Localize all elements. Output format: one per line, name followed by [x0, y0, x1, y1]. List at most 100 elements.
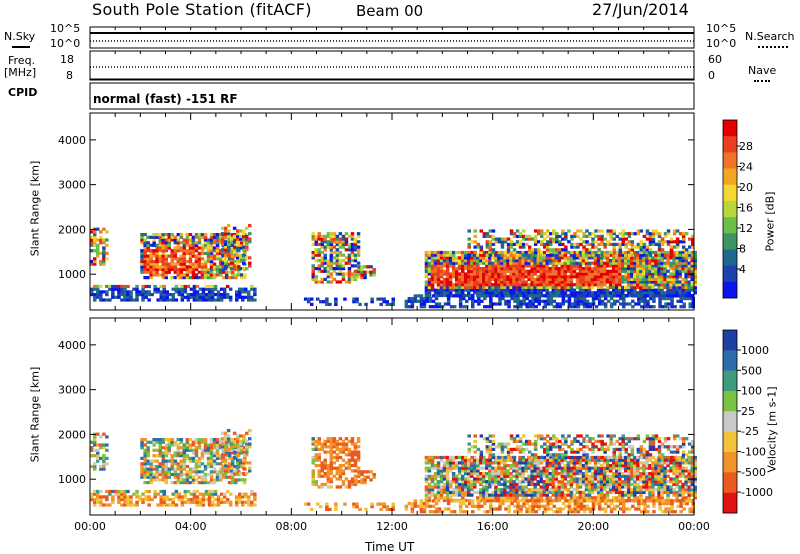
power-cell [639, 245, 644, 249]
velocity-cell [218, 456, 223, 460]
power-cell [546, 294, 550, 298]
power-cell [497, 285, 501, 289]
velocity-cell [129, 503, 133, 507]
power-cell [497, 237, 502, 241]
power-cell [581, 280, 586, 284]
velocity-cell [203, 448, 208, 452]
velocity-cell [442, 477, 447, 481]
power-cell [524, 272, 528, 276]
power-cell [200, 243, 205, 247]
power-cell [630, 248, 635, 252]
power-cell [485, 288, 489, 292]
power-cell [533, 267, 537, 271]
velocity-cell [215, 443, 220, 447]
power-cell [597, 299, 602, 303]
velocity-cell [320, 447, 324, 451]
velocity-cell [448, 490, 453, 494]
power-cell [360, 276, 364, 280]
velocity-cell [572, 464, 577, 468]
velocity-cell [179, 440, 184, 444]
power-cell [248, 232, 252, 236]
power-cell [470, 256, 474, 260]
power-cell [158, 249, 162, 253]
power-cell [660, 256, 664, 260]
power-cell [476, 288, 480, 292]
velocity-cell [209, 456, 214, 460]
power-cell [660, 272, 664, 276]
power-cell [672, 269, 676, 273]
power-cell [636, 259, 640, 263]
velocity-cell [165, 495, 169, 499]
power-cell [146, 276, 150, 280]
velocity-cell [424, 496, 429, 500]
power-cell [622, 302, 626, 306]
velocity-cell [194, 451, 199, 455]
velocity-cell [335, 472, 340, 476]
power-cell [473, 285, 477, 289]
power-cell [564, 294, 569, 298]
power-cell [679, 299, 683, 303]
velocity-cell [548, 488, 552, 492]
velocity-cell [238, 492, 242, 496]
velocity-cell [382, 502, 386, 506]
power-cell [439, 261, 444, 265]
power-cell [467, 242, 471, 246]
velocity-cell [90, 448, 94, 452]
power-cell [597, 297, 602, 301]
power-cell [684, 250, 688, 255]
velocity-cell [457, 455, 462, 460]
power-cell [572, 250, 577, 255]
velocity-cell [379, 502, 383, 506]
power-cell [602, 261, 607, 265]
power-cell [558, 248, 562, 252]
power-cell [476, 264, 480, 268]
velocity-cell [551, 455, 556, 460]
velocity-cell [96, 500, 100, 504]
velocity-cell [213, 489, 218, 494]
velocity-cell [344, 437, 349, 441]
velocity-cell [424, 466, 429, 470]
power-cell [584, 288, 589, 292]
velocity-cell [220, 466, 225, 470]
velocity-cell [209, 470, 214, 474]
power-cell [609, 302, 614, 306]
velocity-cell [442, 461, 447, 465]
velocity-cell [524, 461, 528, 465]
power-cell [161, 262, 165, 266]
velocity-cell [569, 485, 574, 489]
velocity-cell [467, 469, 471, 473]
power-cell [494, 240, 499, 244]
power-cell [570, 305, 575, 309]
power-cell [161, 233, 165, 237]
power-cell [201, 290, 206, 294]
power-cell [643, 299, 647, 303]
power-cell [144, 295, 148, 299]
power-cell [578, 264, 583, 268]
power-cell [332, 269, 337, 273]
power-cell [176, 270, 181, 274]
velocity-cell [356, 466, 361, 470]
power-cell [521, 245, 526, 249]
power-cell [524, 269, 528, 273]
power-cell [428, 299, 433, 303]
velocity-cell [102, 432, 106, 436]
power-cell [141, 298, 145, 302]
power-cell [209, 276, 214, 280]
velocity-cell [248, 445, 252, 449]
power-cell [427, 283, 432, 287]
power-cell [555, 294, 560, 298]
velocity-cell [188, 475, 193, 479]
velocity-cell [191, 448, 196, 452]
power-cell [537, 302, 541, 306]
velocity-cell [482, 477, 486, 481]
power-cell [666, 283, 670, 287]
power-cell [675, 240, 680, 244]
power-cell [317, 250, 321, 255]
power-cell [684, 253, 688, 257]
velocity-cell [320, 482, 324, 486]
velocity-cell [235, 503, 239, 507]
velocity-cell [575, 485, 580, 489]
velocity-cell [533, 485, 537, 489]
power-cell [594, 240, 598, 244]
power-cell [180, 293, 185, 297]
